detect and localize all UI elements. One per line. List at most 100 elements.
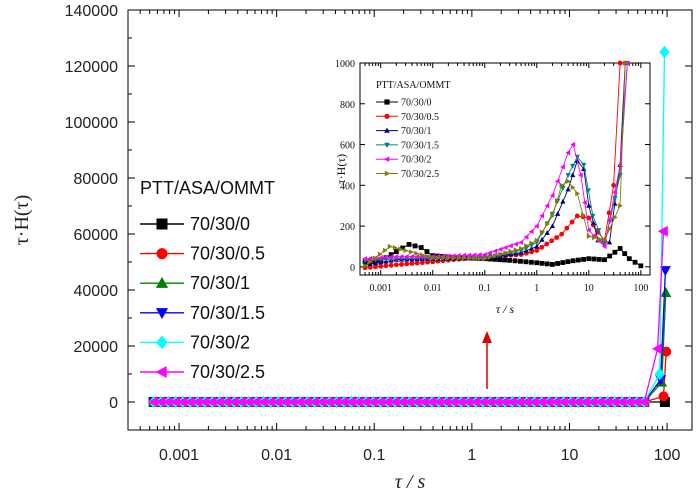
- inset-data-point: [612, 214, 618, 220]
- legend-marker: [156, 248, 168, 260]
- data-point: [257, 396, 268, 408]
- inset-data-point: [549, 238, 555, 244]
- x-axis-label: τ / s: [395, 471, 426, 493]
- inset-data-point: [612, 189, 617, 195]
- data-point: [565, 396, 576, 408]
- data-point: [294, 396, 305, 408]
- data-point: [521, 396, 532, 408]
- inset-data-point: [435, 255, 441, 261]
- main-plot-frame: [127, 9, 693, 431]
- y-tick-label: 20000: [74, 339, 119, 356]
- legend-marker: [155, 308, 169, 320]
- data-point: [338, 396, 349, 408]
- data-point: [308, 396, 319, 408]
- data-point: [213, 396, 224, 408]
- inset-data-point: [623, 60, 628, 66]
- inset-data-point: [607, 226, 613, 232]
- inset-legend-marker: [384, 170, 390, 177]
- x-tick-label: 0.001: [159, 447, 199, 464]
- data-point: [287, 396, 298, 408]
- inset-data-point: [560, 164, 565, 170]
- inset-data-point: [528, 259, 534, 265]
- inset-data-point: [597, 236, 603, 242]
- data-point: [659, 45, 670, 59]
- legend-marker: [156, 218, 168, 230]
- inset-data-point: [513, 241, 518, 247]
- data-point: [345, 396, 356, 408]
- inset-data-point: [570, 184, 576, 190]
- inset-data-point: [383, 263, 389, 269]
- inset-data-point: [419, 252, 425, 258]
- inset-data-point: [403, 247, 409, 254]
- inset-data-point: [461, 252, 466, 259]
- inset-data-point: [518, 239, 524, 246]
- inset-data-point: [590, 213, 596, 219]
- inset-data-point: [412, 243, 418, 249]
- inset-data-point: [559, 182, 565, 188]
- inset-data-point: [574, 213, 580, 219]
- inset-data-point: [387, 243, 393, 250]
- inset-data-point: [518, 258, 523, 264]
- inset-x-axis-label: τ / s: [496, 302, 515, 316]
- inset-data-point: [575, 190, 581, 197]
- inset-data-point: [534, 237, 540, 243]
- inset-data-point: [393, 245, 398, 251]
- inset-data-point: [523, 259, 529, 265]
- inset-data-point: [382, 247, 388, 253]
- data-point: [265, 396, 276, 408]
- inset-legend-marker: [384, 156, 390, 163]
- inset-data-point: [414, 254, 420, 260]
- data-point: [513, 396, 524, 408]
- inset-data-point: [549, 192, 555, 199]
- inset-data-point: [508, 248, 514, 255]
- inset-data-point: [596, 256, 602, 262]
- inset-data-point: [481, 251, 487, 258]
- inset-data-point: [523, 234, 529, 240]
- data-point: [609, 396, 620, 408]
- inset-data-point: [591, 256, 597, 262]
- data-point: [162, 396, 173, 408]
- inset-data-point: [451, 255, 457, 261]
- inset-y-tick-label: 200: [340, 222, 355, 233]
- data-point: [169, 396, 180, 408]
- inset-data-point: [377, 255, 383, 261]
- data-point: [543, 396, 554, 408]
- inset-data-point: [586, 202, 592, 208]
- data-point: [191, 396, 202, 408]
- inset-data-point: [617, 162, 623, 168]
- inset-data-point: [406, 242, 412, 247]
- inset-data-point: [388, 262, 394, 268]
- inset-data-point: [564, 225, 570, 231]
- inset-data-point: [367, 264, 373, 270]
- inset-data-point: [513, 247, 519, 253]
- inset-data-point: [565, 259, 571, 265]
- inset-data-point: [566, 178, 571, 184]
- inset-data-point: [617, 246, 623, 251]
- y-tick-label: 60000: [74, 227, 119, 244]
- inset-data-point: [403, 254, 409, 260]
- inset-data-point: [577, 172, 583, 178]
- legend-entry: 70/30/2.5: [190, 362, 265, 382]
- inset-legend-marker: [384, 127, 390, 133]
- data-point: [587, 396, 598, 408]
- inset-x-tick-label: 0.1: [479, 283, 492, 294]
- inset-data-point: [539, 244, 545, 250]
- inset-data-point: [377, 251, 383, 257]
- inset-x-tick-label: 100: [633, 283, 648, 294]
- inset-data-point: [618, 203, 623, 209]
- inset-data-point: [586, 256, 592, 262]
- data-point: [654, 367, 665, 381]
- inset-data-point: [581, 162, 587, 168]
- inset-data-point: [638, 263, 644, 269]
- inset-data-point: [575, 257, 581, 263]
- data-point: [658, 391, 669, 402]
- data-point: [323, 396, 334, 408]
- y-tick-label: 100000: [65, 115, 118, 132]
- inset-data-point: [612, 249, 618, 255]
- y-axis-label: τ·H(τ): [11, 195, 33, 246]
- inset-legend-marker: [384, 99, 390, 105]
- data-point: [638, 396, 649, 408]
- data-point: [659, 397, 670, 407]
- x-tick-label: 0.1: [363, 447, 385, 464]
